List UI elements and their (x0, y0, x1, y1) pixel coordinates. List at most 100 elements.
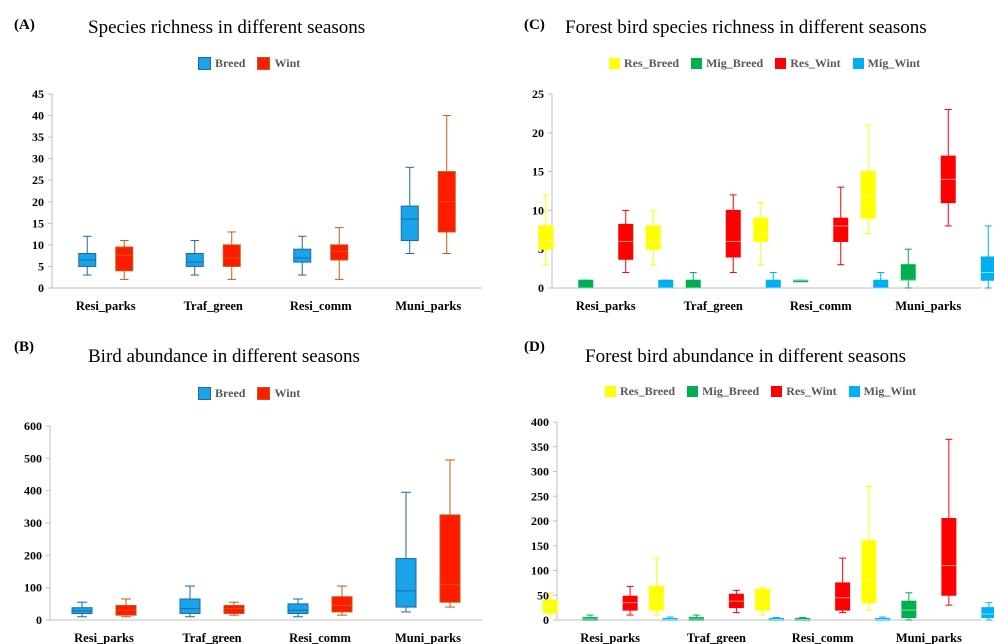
x-tick-label: Resi_comm (289, 631, 351, 644)
box-breed (185, 253, 204, 267)
x-tick-label: Traf_green (684, 299, 743, 313)
y-tick-label: 5 (38, 259, 44, 273)
legend-label: Mig_Breed (706, 56, 764, 70)
box-mig-wint (765, 279, 781, 289)
box-wint (331, 596, 353, 613)
box-breed (287, 603, 309, 615)
box-res-wint (835, 582, 851, 611)
boxplot-chart-forest-species-richness: 0510152025Resi_parksTraf_greenResi_commM… (532, 87, 994, 313)
chart-legend: Res_Breed Mig_Breed Res_Wint Mig_Wint (605, 384, 928, 399)
legend-swatch (852, 58, 864, 69)
box-breed (179, 598, 201, 615)
legend-item-breed: Breed (198, 386, 245, 401)
legend-swatch (257, 57, 271, 70)
y-tick-label: 200 (531, 514, 549, 528)
legend-item-wint: Wint (257, 386, 300, 401)
legend-swatch (257, 387, 271, 400)
x-tick-label: Resi_parks (580, 631, 640, 644)
box-res-breed (648, 585, 664, 611)
box-mig-wint (981, 607, 994, 619)
box-res-breed (861, 540, 877, 604)
legend-item-mig-wint: Mig_Wint (852, 56, 920, 71)
y-tick-label: 500 (24, 451, 42, 465)
boxplot-chart-forest-bird-abundance: 0 50 100 150 200 250 300 350 400 Resi_parks Traf_g… (531, 415, 994, 644)
box-wint (223, 604, 245, 615)
box-mig-breed (685, 279, 701, 289)
panel-title: Forest bird abundance in different seaso… (585, 346, 906, 367)
y-tick-label: 400 (24, 484, 42, 498)
y-tick-label: 40 (32, 109, 44, 123)
x-tick-label: Resi_comm (792, 631, 854, 644)
y-tick-label: 10 (532, 203, 544, 217)
x-tick-label: Resi_parks (74, 631, 134, 644)
box-mig-breed (578, 279, 594, 289)
y-tick-label: 100 (24, 581, 42, 595)
y-tick-label: 15 (532, 165, 544, 179)
legend-item-mig-breed: Mig_Breed (691, 56, 763, 71)
y-tick-label: 0 (38, 281, 44, 295)
legend-item-breed: Breed (198, 56, 245, 71)
legend-swatch (848, 386, 860, 397)
legend-label: Res_Breed (620, 384, 676, 398)
box-mig-wint (873, 279, 889, 289)
box-res-wint (725, 209, 741, 258)
box-wint (222, 244, 241, 267)
x-tick-label: Muni_parks (395, 299, 461, 313)
box-breed (400, 205, 419, 242)
x-tick-label: Muni_parks (896, 631, 962, 644)
panel-forest-bird-abundance: (D) Forest bird abundance in different s… (497, 322, 994, 644)
legend-swatch (691, 58, 703, 69)
y-tick-label: 50 (537, 588, 549, 602)
legend-label: Breed (215, 386, 246, 400)
legend-label: Mig_Wint (863, 384, 917, 398)
panel-letter: (A) (14, 17, 35, 33)
box-wint (439, 514, 461, 603)
legend-swatch (771, 386, 783, 397)
x-tick-label: Muni_parks (395, 631, 461, 644)
legend-item-res-breed: Res_Breed (609, 56, 679, 71)
legend-label: Breed (215, 56, 246, 70)
legend-item-res-breed: Res_Breed (605, 384, 675, 399)
panel-species-richness: (A) Species richness in different season… (0, 0, 497, 322)
y-tick-label: 20 (532, 126, 544, 140)
legend-swatch (198, 57, 211, 70)
legend-label: Res_Wint (786, 384, 837, 398)
legend-swatch (609, 58, 620, 69)
y-tick-label: 200 (24, 548, 42, 562)
y-tick-label: 250 (531, 489, 549, 503)
legend-swatch (775, 58, 787, 69)
chart-legend: Breed Wint (198, 386, 312, 401)
panel-letter: (C) (524, 17, 545, 33)
y-tick-label: 25 (32, 173, 44, 187)
legend-item-mig-breed: Mig_Breed (687, 384, 759, 399)
x-tick-label: Resi_comm (790, 299, 852, 313)
panel-letter: (D) (524, 339, 545, 355)
panel-bird-abundance: (B) Bird abundance in different seasons … (0, 322, 497, 644)
legend-swatch (198, 387, 211, 400)
x-tick-label: Resi_parks (76, 299, 136, 313)
x-tick-label: Traf_green (182, 631, 241, 644)
legend-label: Res_Breed (624, 56, 680, 70)
legend-label: Wint (274, 386, 301, 400)
legend-label: Mig_Breed (702, 384, 760, 398)
x-tick-label: Traf_green (184, 299, 243, 313)
boxplot-chart-species-richness: 0 5 10 15 20 25 30 35 40 45 Resi_parks Traf_green Re… (32, 87, 482, 313)
y-tick-label: 10 (32, 238, 44, 252)
y-tick-label: 30 (32, 152, 44, 166)
legend-label: Wint (274, 56, 301, 70)
box-res-breed (645, 225, 661, 250)
box-mig-breed (901, 600, 917, 619)
box-res-wint (941, 518, 957, 596)
box-mig-wint (658, 279, 674, 289)
box-res-breed (753, 217, 769, 242)
box-res-breed (542, 599, 558, 614)
panel-title: Species richness in different seasons (88, 17, 366, 38)
boxplot-chart-bird-abundance: 0 100 200 300 400 500 600 Resi_parks Traf_green R… (24, 419, 482, 644)
legend-label: Res_Wint (790, 56, 841, 70)
box-breed (293, 248, 312, 263)
legend-swatch (687, 386, 699, 397)
box-wint (330, 244, 349, 261)
legend-item-res-wint: Res_Wint (771, 384, 837, 399)
y-tick-label: 15 (32, 216, 44, 230)
y-tick-label: 20 (32, 195, 44, 209)
